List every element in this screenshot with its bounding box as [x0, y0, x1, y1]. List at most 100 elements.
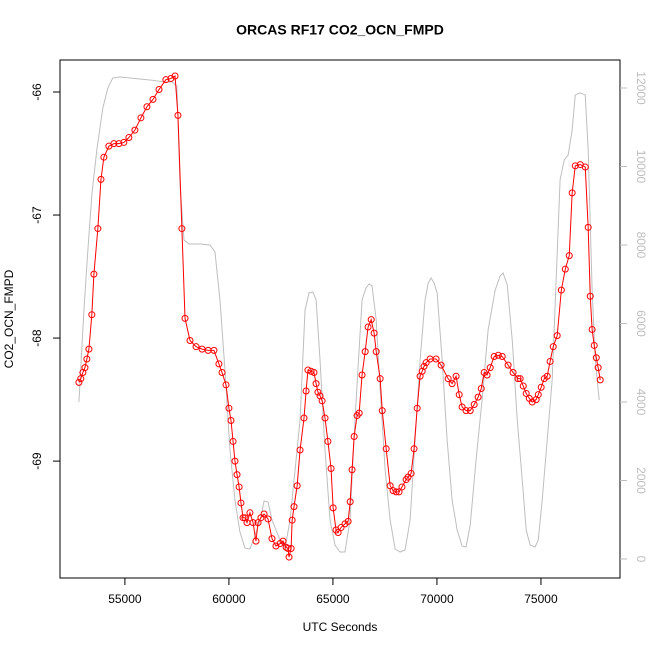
- data-point: [252, 537, 260, 545]
- data-point: [462, 407, 470, 415]
- data-point: [553, 332, 561, 340]
- data-point: [378, 407, 386, 415]
- x-tick-label: 60000: [212, 592, 246, 606]
- y2-tick-label: 0: [634, 556, 648, 563]
- data-point: [227, 417, 235, 425]
- data-point: [310, 369, 318, 377]
- data-point: [120, 138, 128, 146]
- y-tick-label: -68: [30, 329, 44, 347]
- data-point: [155, 86, 163, 94]
- data-point: [477, 385, 485, 393]
- data-point: [290, 503, 298, 511]
- data-point: [97, 175, 105, 183]
- y2-tick-label: 10000: [634, 150, 648, 184]
- data-point: [372, 348, 380, 356]
- data-point: [586, 292, 594, 300]
- data-point: [355, 409, 363, 417]
- data-point: [350, 433, 358, 441]
- data-point: [287, 544, 295, 552]
- data-point: [448, 380, 456, 388]
- data-point: [83, 355, 91, 363]
- data-point: [370, 329, 378, 337]
- chart-title: ORCAS RF17 CO2_OCN_FMPD: [236, 22, 444, 38]
- data-point: [264, 515, 272, 523]
- data-point: [81, 364, 89, 372]
- data-point: [222, 381, 230, 389]
- data-point: [162, 76, 170, 84]
- data-point: [376, 375, 384, 383]
- data-point: [474, 393, 482, 401]
- data-point: [233, 471, 241, 479]
- data-point: [557, 286, 565, 294]
- y2-tick-label: 8000: [634, 232, 648, 259]
- data-point: [329, 504, 337, 512]
- data-point: [178, 225, 186, 233]
- data-point: [314, 388, 322, 396]
- data-point: [367, 316, 375, 324]
- data-point: [392, 488, 400, 496]
- data-point: [571, 162, 579, 170]
- data-point: [312, 380, 320, 388]
- data-point: [279, 537, 287, 545]
- data-point: [85, 345, 93, 353]
- data-point: [422, 359, 430, 367]
- data-point: [143, 103, 151, 111]
- data-point: [94, 225, 102, 233]
- data-point: [483, 371, 491, 379]
- data-point: [344, 517, 352, 525]
- data-point: [413, 404, 421, 412]
- data-point: [498, 353, 506, 361]
- data-point: [186, 337, 194, 345]
- data-point: [282, 543, 290, 551]
- data-point: [494, 351, 502, 359]
- data-point: [218, 369, 226, 377]
- y2-tick-label: 4000: [634, 389, 648, 416]
- data-point: [192, 343, 200, 351]
- data-line: [78, 75, 601, 558]
- data-point: [337, 524, 345, 532]
- data-point: [304, 366, 312, 374]
- y-tick-label: -66: [30, 83, 44, 101]
- data-point: [444, 375, 452, 383]
- y2-line: [78, 76, 600, 553]
- data-point: [137, 114, 145, 122]
- data-point: [249, 519, 257, 527]
- data-point: [594, 364, 602, 372]
- data-point: [302, 387, 310, 395]
- data-point: [549, 343, 557, 351]
- data-point: [437, 361, 445, 369]
- data-point: [410, 445, 418, 453]
- data-point: [346, 498, 354, 506]
- data-point: [288, 516, 296, 524]
- data-point: [504, 361, 512, 369]
- y2-tick-label: 2000: [634, 467, 648, 494]
- data-point: [149, 95, 157, 103]
- data-point: [115, 140, 123, 148]
- data-point: [509, 369, 517, 377]
- data-point: [420, 362, 428, 370]
- data-point: [321, 414, 329, 422]
- y-axis-label: CO2_OCN_FMPD: [2, 269, 16, 368]
- x-tick-label: 55000: [108, 592, 142, 606]
- data-point: [537, 383, 545, 391]
- data-point: [581, 163, 589, 171]
- data-point: [100, 153, 108, 161]
- data-point: [592, 354, 600, 362]
- data-point: [125, 134, 133, 142]
- data-point: [382, 445, 390, 453]
- data-point: [296, 446, 304, 454]
- data-point: [77, 375, 85, 383]
- data-point: [229, 437, 237, 445]
- data-point: [171, 72, 179, 80]
- data-point: [486, 364, 494, 372]
- data-point: [398, 483, 406, 491]
- data-point: [75, 378, 83, 386]
- data-point: [318, 397, 326, 405]
- x-tick-label: 70000: [420, 592, 454, 606]
- data-point: [546, 357, 554, 365]
- data-point: [235, 483, 243, 491]
- data-point: [181, 314, 189, 322]
- data-point: [584, 223, 592, 231]
- data-point: [596, 376, 604, 384]
